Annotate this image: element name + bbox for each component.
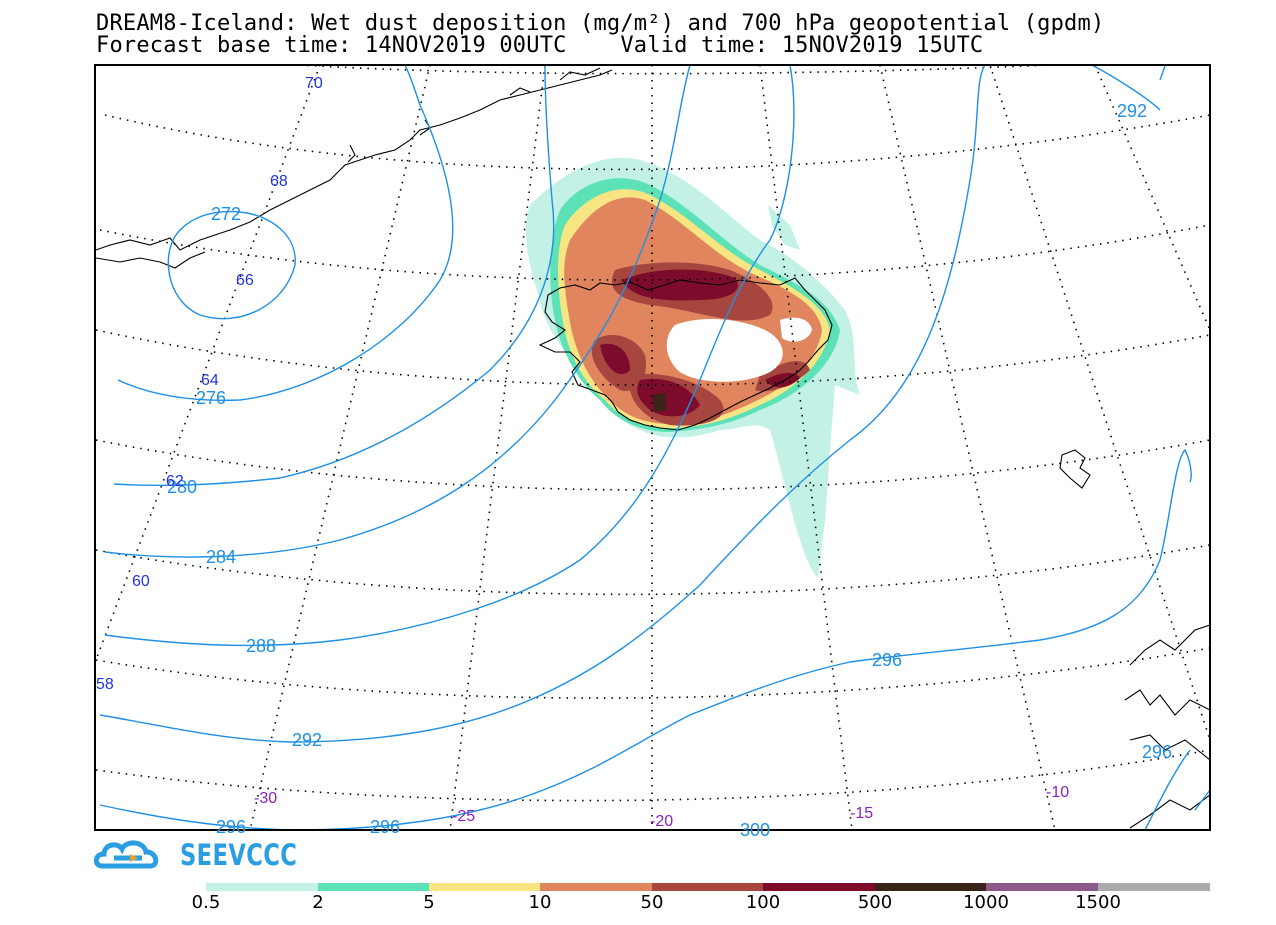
contour-label-296-b: 296 <box>216 817 246 837</box>
faroe-islands <box>1059 449 1091 489</box>
colorbar-label-5: 5 <box>423 892 435 913</box>
colorbar-label-1000: 1000 <box>963 892 1009 913</box>
dust-clear-interior <box>666 318 783 382</box>
latitude-line-58 <box>95 647 1210 699</box>
graticule <box>95 65 1210 830</box>
contour-296-se <box>1144 749 1210 830</box>
colorbar-swatch-6 <box>875 883 986 891</box>
contour-284 <box>104 65 691 558</box>
latitude-label-70: 70 <box>305 75 323 92</box>
logo-text: SEEVCCC <box>180 838 298 872</box>
contour-label-296-d: 296 <box>1142 742 1172 762</box>
map-title: DREAM8-Iceland: Wet dust deposition (mg/… <box>96 11 1105 36</box>
map-frame <box>94 64 1211 831</box>
longitude-label-20: -20 <box>650 813 673 830</box>
latitude-line-68 <box>104 114 1210 171</box>
dust-level-0.5-streak <box>768 205 800 250</box>
colorbar-label-0.5: 0.5 <box>191 892 221 913</box>
colorbar-swatch-7 <box>986 883 1098 891</box>
contour-296 <box>99 448 1192 830</box>
contour-296-north <box>1091 65 1166 111</box>
geopotential-contours <box>99 65 1210 830</box>
longitude-line-5 <box>989 65 1210 741</box>
contour-label-284: 284 <box>206 547 236 567</box>
longitude-line-15 <box>759 65 853 830</box>
seevccc-cloud-logo <box>94 840 159 869</box>
colorbar-swatch-2 <box>429 883 540 891</box>
longitude-line-0 <box>1094 65 1210 331</box>
colorbar-swatch-4 <box>652 883 763 891</box>
colorbar-label-10: 10 <box>528 892 552 913</box>
latitude-label-62: 62 <box>166 473 184 490</box>
latitude-line-70 <box>299 65 1051 75</box>
colorbar-swatch-8 <box>1098 883 1210 891</box>
dust-deposition-field <box>525 157 860 578</box>
iceland-coast <box>538 277 833 431</box>
latitude-label-66: 66 <box>236 272 254 289</box>
contour-label-272: 272 <box>211 204 241 224</box>
longitude-line-35 <box>95 65 321 661</box>
contour-288 <box>104 65 795 647</box>
colorbar-label-2: 2 <box>312 892 324 913</box>
contour-276 <box>117 65 454 402</box>
longitude-label-15: -15 <box>850 805 873 822</box>
map-subtitle-times: Forecast base time: 14NOV2019 00UTC Vali… <box>96 33 984 58</box>
longitude-label-25: -25 <box>452 808 475 825</box>
colorbar-label-100: 100 <box>745 892 781 913</box>
contour-label-300: 300 <box>740 820 770 840</box>
contour-label-288: 288 <box>246 636 276 656</box>
longitude-label-10: -10 <box>1046 784 1069 801</box>
dust-level-500 <box>652 393 667 412</box>
longitude-label-30: -30 <box>254 790 277 807</box>
contour-label-280: 280 <box>167 477 197 497</box>
contour-280 <box>113 65 555 487</box>
norway-coast <box>1124 624 1210 829</box>
contour-label-292-ne: 292 <box>1117 101 1147 121</box>
contour-label-276: 276 <box>196 388 226 408</box>
colorbar-label-500: 500 <box>857 892 893 913</box>
latitude-label-68: 68 <box>270 173 288 190</box>
dust-clear-interior-2 <box>780 317 812 342</box>
colorbar-label-50: 50 <box>640 892 664 913</box>
contour-292 <box>99 65 986 743</box>
latitude-line-62 <box>95 439 1210 491</box>
latitude-label-60: 60 <box>132 573 150 590</box>
contour-label-296-c: 296 <box>370 817 400 837</box>
longitude-line-25 <box>449 65 546 830</box>
contour-label-296-a: 296 <box>872 650 902 670</box>
colorbar-swatch-3 <box>540 883 652 891</box>
latitude-line-60 <box>95 544 1210 596</box>
contour-low-272 <box>167 210 296 320</box>
colorbar-swatch-0 <box>206 883 318 891</box>
colorbar-label-1500: 1500 <box>1075 892 1121 913</box>
contour-label-292: 292 <box>292 730 322 750</box>
longitude-line-10 <box>879 65 1056 830</box>
colorbar-swatch-5 <box>763 883 875 891</box>
latitude-line-64 <box>95 329 1210 386</box>
dust-level-100 <box>600 269 800 417</box>
latitude-label-58: 58 <box>96 676 114 693</box>
colorbar-swatch-1 <box>318 883 429 891</box>
latitude-label-64: 64 <box>201 372 219 389</box>
